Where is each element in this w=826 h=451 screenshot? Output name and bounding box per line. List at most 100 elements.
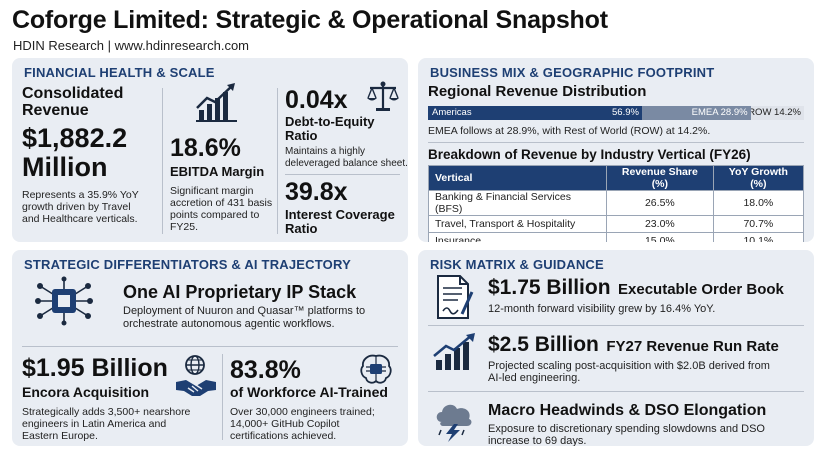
region-share-label: ROW 14.2%	[750, 107, 801, 118]
table-cell: Travel, Transport & Hospitality	[428, 215, 607, 233]
region-segment-row: ROW 14.2%	[750, 106, 804, 120]
macro-title: Macro Headwinds & DSO Elongation	[488, 402, 767, 419]
scales-icon	[366, 80, 400, 114]
ai-trained-label: of Workforce AI-Trained	[230, 384, 388, 400]
de-desc-line1: Maintains a highly	[285, 146, 366, 157]
divider	[22, 346, 398, 347]
encora-value: $1.95 Billion	[22, 354, 168, 382]
revenue-description: Represents a 35.9% YoY growth driven by …	[22, 189, 139, 225]
table-cell: 23.0%	[606, 215, 714, 233]
ai-stack-title: One AI Proprietary IP Stack	[123, 282, 357, 302]
ai-desc-line2: orchestrate autonomous agentic workflows…	[123, 318, 335, 330]
table-cell: Insurance	[428, 232, 607, 242]
ai-desc-line1: Deployment of Nuuron and Quasar™ platfor…	[123, 305, 366, 317]
ebitda-desc-line4: FY25.	[170, 221, 199, 233]
revenue-value: $1,882.2 Million	[22, 124, 127, 182]
table-header-row: Vertical Revenue Share (%) YoY Growth (%…	[428, 165, 805, 191]
macro-desc-line1: Exposure to discretionary spending slowd…	[488, 423, 765, 435]
ebitda-value: 18.6%	[170, 134, 241, 162]
divider	[277, 88, 278, 234]
revenue-label-line1: Consolidated	[22, 85, 124, 102]
risk-panel-title: RISK MATRIX & GUIDANCE	[430, 257, 604, 272]
ai-trained-desc-line3: certifications achieved.	[230, 430, 337, 442]
ebitda-description: Significant margin accretion of 431 basi…	[170, 185, 272, 233]
handshake-icon	[174, 376, 218, 398]
table-cell: 15.0%	[606, 232, 714, 242]
de-desc-line2: deleveraged balance sheet.	[285, 158, 408, 169]
ai-trained-value: 83.8%	[230, 356, 301, 384]
de-label-line2: Ratio	[285, 128, 318, 143]
encora-description: Strategically adds 3,500+ nearshore engi…	[22, 406, 190, 442]
business-mix-panel: BUSINESS MIX & GEOGRAPHIC FOOTPRINT Regi…	[418, 58, 814, 242]
region-share-label: EMEA 28.9%	[691, 107, 748, 118]
storm-cloud-icon	[432, 398, 476, 442]
growth-chart-icon	[195, 82, 239, 122]
table-row: Banking & Financial Services (BFS) 26.5%…	[428, 190, 805, 216]
divider	[285, 174, 400, 175]
revenue-desc-line1: Represents a 35.9% YoY	[22, 189, 139, 201]
strategic-panel-title: STRATEGIC DIFFERENTIATORS & AI TRAJECTOR…	[24, 257, 351, 272]
run-rate-label: FY27 Revenue Run Rate	[606, 338, 779, 355]
macro-desc-line2: increase to 69 days.	[488, 435, 587, 446]
revenue-value-line2: Million	[22, 152, 108, 182]
chip-network-icon	[30, 276, 98, 326]
encora-desc-line1: Strategically adds 3,500+ nearshore	[22, 406, 191, 418]
encora-label: Encora Acquisition	[22, 384, 150, 400]
divider	[428, 391, 804, 392]
de-value: 0.04x	[285, 86, 348, 114]
ai-trained-desc-line2: 14,000+ GitHub Copilot	[230, 418, 340, 430]
contract-icon	[432, 274, 474, 320]
ai-stack-description: Deployment of Nuuron and Quasar™ platfor…	[123, 305, 365, 331]
region-segment-emea: EMEA 28.9%	[641, 106, 751, 120]
brain-chip-icon	[358, 352, 394, 386]
ic-value: 39.8x	[285, 178, 348, 206]
encora-desc-line3: Eastern Europe.	[22, 430, 98, 442]
vertical-table: Vertical Revenue Share (%) YoY Growth (%…	[428, 165, 805, 242]
table-header: Vertical	[428, 165, 607, 191]
ebitda-label: EBITDA Margin	[170, 164, 265, 179]
order-book-value: $1.75 Billion	[488, 276, 611, 299]
region-segment-americas: Americas 56.9%	[428, 106, 642, 120]
macro-description: Exposure to discretionary spending slowd…	[488, 423, 765, 446]
table-header: Revenue Share (%)	[606, 165, 714, 191]
run-rate-desc-line1: Projected scaling post-acquisition with …	[488, 360, 770, 372]
table-cell: 26.5%	[606, 190, 714, 216]
divider	[428, 325, 804, 326]
page-title: Coforge Limited: Strategic & Operational…	[12, 6, 608, 34]
financial-health-panel: FINANCIAL HEALTH & SCALE Consolidated Re…	[12, 58, 408, 242]
order-book-heading: $1.75 Billion Executable Order Book	[488, 276, 784, 300]
globe-icon	[184, 354, 206, 376]
ebitda-desc-line3: points compared to	[170, 209, 260, 221]
divider	[428, 142, 804, 143]
strategic-panel: STRATEGIC DIFFERENTIATORS & AI TRAJECTOR…	[12, 250, 408, 446]
regional-stacked-bar: Americas 56.9% EMEA 28.9% ROW 14.2%	[428, 106, 804, 120]
de-label-line1: Debt-to-Equity	[285, 114, 375, 129]
revenue-desc-line2: growth driven by Travel	[22, 201, 131, 213]
business-panel-title: BUSINESS MIX & GEOGRAPHIC FOOTPRINT	[430, 65, 715, 80]
table-row: Insurance 15.0% 10.1%	[428, 232, 805, 242]
ic-label-line1: Interest Coverage	[285, 207, 395, 222]
run-rate-value: $2.5 Billion	[488, 333, 599, 356]
region-name: Americas	[432, 107, 472, 118]
run-rate-description: Projected scaling post-acquisition with …	[488, 360, 770, 384]
rising-chart-icon	[432, 332, 478, 372]
regional-title: Regional Revenue Distribution	[428, 83, 647, 100]
financial-panel-title: FINANCIAL HEALTH & SCALE	[24, 65, 215, 80]
ic-label: Interest Coverage Ratio	[285, 208, 395, 236]
risk-panel: RISK MATRIX & GUIDANCE $1.75 Billion Exe…	[418, 250, 814, 446]
revenue-label-line2: Revenue	[22, 102, 89, 119]
table-cell: Banking & Financial Services (BFS)	[428, 190, 607, 216]
run-rate-desc-line2: AI-led engineering.	[488, 372, 581, 384]
revenue-label: Consolidated Revenue	[22, 85, 123, 119]
order-book-label: Executable Order Book	[618, 281, 784, 298]
ebitda-desc-line2: accretion of 431 basis	[170, 197, 273, 209]
page-subtitle: HDIN Research | www.hdinresearch.com	[13, 38, 250, 53]
ebitda-desc-line1: Significant margin	[170, 185, 254, 197]
encora-desc-line2: engineers in Latin America and	[22, 418, 167, 430]
divider	[222, 354, 223, 440]
revenue-desc-line3: and Healthcare verticals.	[22, 213, 138, 225]
ic-label-line2: Ratio	[285, 221, 318, 236]
de-label: Debt-to-Equity Ratio	[285, 115, 375, 143]
divider	[162, 88, 163, 234]
region-share-label: 56.9%	[612, 107, 639, 118]
